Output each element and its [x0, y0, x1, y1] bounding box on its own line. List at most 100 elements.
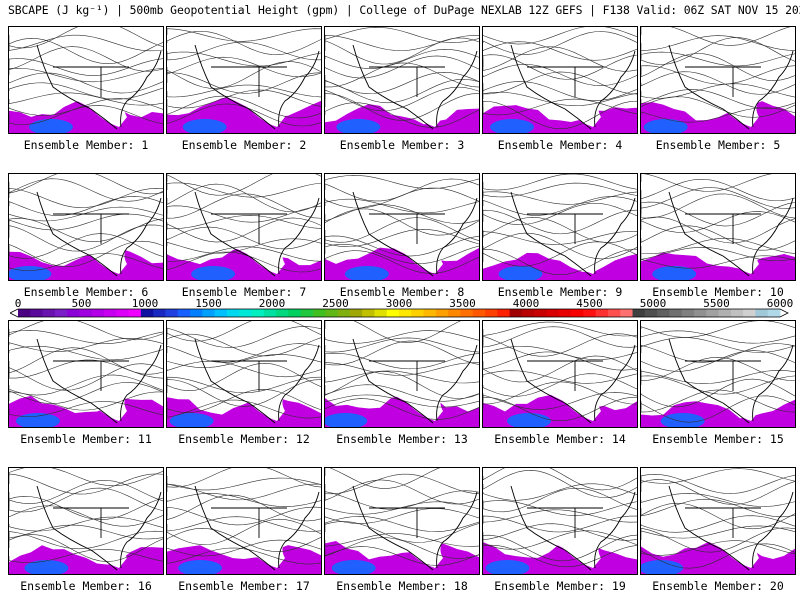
land-mask: [9, 321, 163, 421]
ensemble-panel: Ensemble Member: 13: [324, 320, 480, 453]
colorbar-swatch: [497, 309, 511, 317]
height-contour: [483, 231, 637, 245]
colorbar-swatch: [79, 309, 93, 317]
height-contour: [167, 547, 321, 565]
height-contour: [9, 92, 163, 106]
height-contour: [641, 468, 795, 484]
height-contour: [167, 205, 321, 223]
ensemble-panel: Ensemble Member: 7: [166, 173, 322, 306]
map-graphic: [9, 468, 163, 574]
colorbar-tick-label: 2000: [258, 297, 286, 310]
height-contour: [483, 81, 637, 101]
colorbar-swatch: [263, 309, 277, 317]
height-contour: [167, 89, 321, 109]
height-contour: [167, 215, 321, 229]
height-contour: [9, 363, 163, 391]
cape-shading-high: [660, 413, 705, 427]
height-contour: [483, 321, 637, 337]
forecast-map: [482, 26, 638, 134]
height-contour: [9, 374, 163, 396]
colorbar-swatch: [743, 309, 756, 317]
colorbar-graphic: [9, 308, 789, 318]
cape-shading-high: [169, 413, 214, 427]
height-contour: [641, 527, 795, 553]
map-graphic: [325, 321, 479, 427]
height-contour: [641, 255, 795, 269]
map-graphic: [483, 174, 637, 280]
height-contour: [483, 487, 637, 513]
height-contour: [325, 243, 479, 265]
height-contour: [9, 38, 163, 65]
height-contour: [641, 193, 795, 219]
height-contour: [325, 352, 479, 370]
height-contour: [483, 98, 637, 116]
height-contour: [641, 201, 795, 227]
height-contour: [167, 379, 321, 407]
height-contour: [641, 498, 795, 518]
map-graphic: [641, 174, 795, 280]
height-contour: [9, 213, 163, 231]
colorbar-swatch: [177, 309, 191, 317]
forecast-map: [8, 467, 164, 575]
member-label: Ensemble Member: 6: [23, 285, 149, 299]
colorbar-tick-label: 1000: [131, 297, 159, 310]
height-contour: [167, 174, 321, 196]
height-contour: [483, 396, 637, 422]
height-contour: [325, 371, 479, 399]
colorbar-swatch: [67, 309, 80, 317]
height-contour: [325, 362, 479, 376]
coastline: [36, 44, 162, 130]
height-contour: [9, 98, 163, 116]
colorbar-swatch: [448, 309, 461, 317]
colorbar-swatch: [202, 309, 216, 317]
height-contour: [9, 473, 163, 495]
coastline: [668, 44, 794, 130]
member-label: Ensemble Member: 4: [497, 138, 623, 152]
height-contour: [167, 343, 321, 363]
land-mask: [9, 468, 163, 568]
member-label: Ensemble Member: 2: [181, 138, 307, 152]
height-contour: [9, 105, 163, 125]
height-contour: [9, 187, 163, 208]
height-contour: [641, 525, 795, 539]
height-contour: [325, 228, 479, 247]
land-mask: [641, 27, 795, 127]
land-mask: [9, 174, 163, 274]
height-contour: [483, 217, 637, 243]
land-mask: [483, 321, 637, 421]
height-contour: [641, 370, 795, 384]
height-contour: [641, 53, 795, 81]
chart-title: SBCAPE (J kg⁻¹) | 500mb Geopotential Hei…: [8, 3, 800, 17]
height-contour: [325, 93, 479, 121]
colorbar-tick-label: 4500: [576, 297, 603, 310]
height-contour: [483, 46, 637, 72]
colorbar-swatch: [485, 309, 498, 317]
cape-shading-high: [641, 560, 684, 574]
height-contour: [325, 250, 479, 274]
member-label: Ensemble Member: 14: [494, 432, 626, 446]
colorbar-swatch: [288, 309, 302, 317]
height-contour: [9, 72, 163, 94]
colorbar-swatch: [534, 309, 547, 317]
map-graphic: [483, 27, 637, 133]
coastline: [668, 191, 794, 277]
height-contour: [641, 350, 795, 372]
height-contour: [167, 376, 321, 394]
height-contour: [641, 83, 795, 99]
coastline: [36, 338, 162, 424]
cape-shading-high: [506, 413, 551, 427]
height-contour: [9, 516, 163, 532]
colorbar-swatch: [399, 309, 412, 317]
map-graphic: [167, 468, 321, 574]
cape-shading-high: [344, 266, 389, 280]
height-contour: [9, 487, 163, 513]
height-contour: [325, 321, 461, 343]
height-contour: [325, 537, 479, 559]
height-contour: [325, 337, 479, 353]
land-mask: [9, 27, 163, 127]
height-contour: [167, 493, 321, 507]
height-contour: [641, 543, 795, 569]
ensemble-panel: Ensemble Member: 19: [482, 467, 638, 600]
height-contour: [641, 395, 795, 423]
forecast-map: [324, 467, 480, 575]
